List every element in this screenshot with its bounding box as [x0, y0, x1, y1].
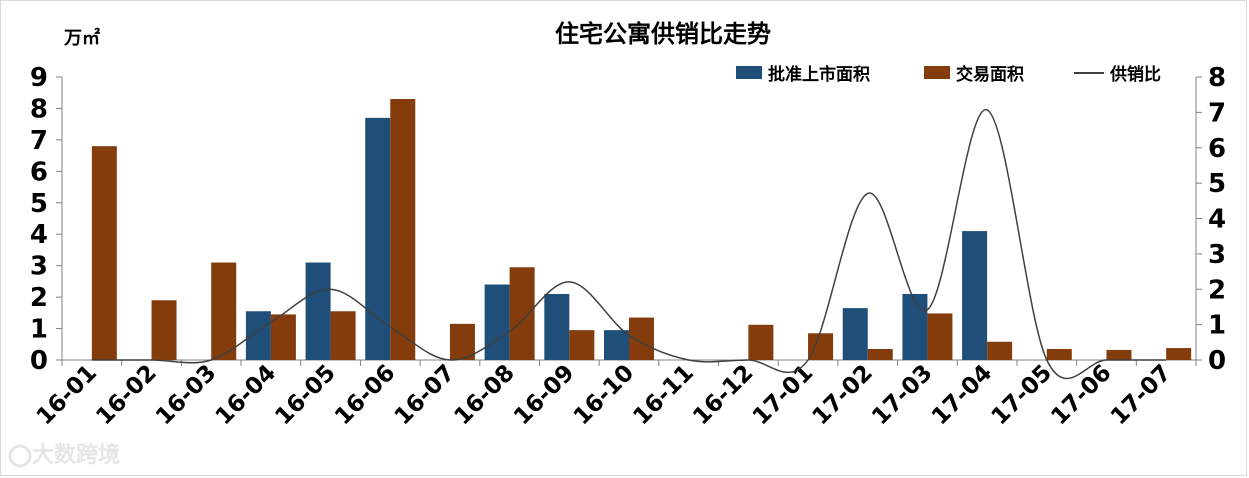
right-tick-label: 7: [1208, 98, 1226, 128]
x-tick-label: 16-10: [569, 360, 639, 430]
x-tick-label: 17-06: [1046, 360, 1116, 430]
x-tick-label: 16-06: [330, 360, 400, 430]
line-marks: [91, 109, 1167, 380]
left-tick-label: 8: [30, 94, 48, 124]
bar-approved-16-06: [365, 117, 391, 360]
left-tick-label: 7: [30, 126, 48, 156]
x-tick-label: 17-07: [1106, 360, 1176, 430]
x-tick-label: 16-08: [449, 360, 519, 430]
bar-traded-16-04: [270, 314, 296, 360]
bar-traded-16-05: [330, 311, 356, 360]
left-tick-label: 2: [30, 283, 48, 313]
watermark-text: 大数跨境: [32, 442, 120, 468]
bar-approved-16-10: [604, 330, 629, 360]
x-tick-label: 16-11: [629, 360, 699, 430]
bar-approved-16-04: [245, 311, 271, 360]
x-tick-label: 17-03: [867, 360, 937, 430]
right-tick-label: 8: [1208, 63, 1226, 93]
right-tick-label: 3: [1208, 240, 1226, 270]
legend-label-2: 供销比: [1109, 64, 1161, 85]
left-tick-label: 3: [30, 252, 48, 282]
bar-traded-17-06: [1106, 349, 1132, 360]
x-tick-label: 16-03: [151, 360, 221, 430]
x-tick-label: 17-01: [748, 360, 818, 430]
bar-traded-16-03: [211, 262, 237, 360]
left-tick-label: 0: [30, 346, 48, 376]
bar-traded-16-07: [449, 323, 475, 360]
left-tick-label: 1: [30, 315, 48, 345]
watermark-logo-icon: [8, 444, 32, 468]
bar-traded-16-12: [748, 324, 774, 360]
x-tick-label: 16-02: [91, 360, 161, 430]
bar-approved-17-02: [842, 308, 868, 360]
legend: 批准上市面积 交易面积 供销比: [736, 64, 1161, 85]
x-tick-label: 17-05: [987, 360, 1057, 430]
left-tick-label: 6: [30, 157, 48, 187]
right-tick-label: 2: [1208, 275, 1226, 305]
right-tick-label: 5: [1208, 169, 1226, 199]
bar-traded-16-02: [151, 300, 177, 360]
legend-swatch-1: [924, 66, 950, 79]
bar-approved-16-05: [305, 262, 331, 360]
bar-traded-16-06: [390, 99, 416, 360]
supply-demand-ratio-line: [91, 109, 1167, 380]
x-tick-label: 16-09: [509, 360, 579, 430]
bar-traded-16-10: [629, 317, 654, 360]
bar-traded-17-04: [987, 341, 1013, 360]
x-tick-label: 16-04: [211, 360, 281, 430]
x-tick-label: 16-07: [390, 360, 460, 430]
legend-label-0: 批准上市面积: [768, 64, 870, 85]
left-tick-label: 5: [30, 189, 48, 219]
bar-traded-17-05: [1046, 348, 1072, 360]
bar-approved-17-03: [902, 293, 928, 360]
right-tick-label: 4: [1208, 205, 1226, 235]
bar-traded-16-09: [569, 330, 595, 360]
axes: 012345678901234567816-0116-0216-0316-041…: [30, 63, 1226, 430]
legend-swatch-0: [736, 66, 762, 79]
bar-traded-17-02: [867, 348, 893, 360]
x-tick-label: 16-05: [270, 360, 340, 430]
bar-traded-17-03: [927, 313, 953, 360]
bar-approved-16-09: [544, 293, 570, 360]
left-tick-label: 9: [30, 63, 48, 93]
right-tick-label: 6: [1208, 134, 1226, 164]
bar-approved-17-04: [962, 231, 988, 360]
bar-traded-16-01: [91, 146, 117, 360]
right-tick-label: 0: [1208, 346, 1226, 376]
chart-title: 住宅公寓供销比走势: [555, 20, 771, 48]
x-tick-label: 17-02: [808, 360, 878, 430]
bar-traded-17-01: [808, 333, 834, 360]
right-tick-label: 1: [1208, 311, 1226, 341]
bar-traded-17-07: [1166, 348, 1192, 360]
bar-marks: [91, 99, 1192, 360]
left-tick-label: 4: [30, 220, 48, 250]
bar-traded-16-08: [509, 267, 535, 360]
left-axis-unit: 万㎡: [63, 27, 100, 49]
bar-approved-16-08: [484, 284, 510, 360]
x-tick-label: 17-04: [927, 360, 997, 430]
x-tick-label: 16-12: [688, 360, 758, 430]
legend-label-1: 交易面积: [956, 64, 1024, 85]
